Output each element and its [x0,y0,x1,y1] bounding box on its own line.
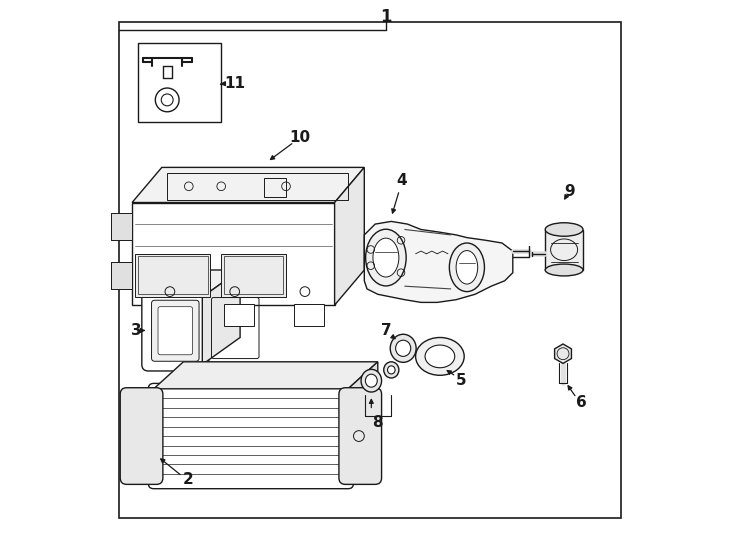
Text: 10: 10 [289,130,310,145]
Ellipse shape [425,345,455,368]
Bar [545,230,583,270]
Polygon shape [364,221,513,302]
Text: 11: 11 [224,76,245,91]
Polygon shape [203,270,240,364]
FancyBboxPatch shape [120,388,163,484]
Ellipse shape [545,222,583,237]
Ellipse shape [456,251,478,284]
Bar [111,262,132,289]
Ellipse shape [373,238,399,277]
Bar [167,173,348,200]
FancyBboxPatch shape [151,300,199,361]
Text: 1: 1 [380,8,392,26]
Text: 7: 7 [381,323,391,338]
Bar [221,254,286,297]
Bar [224,256,283,294]
Text: 2: 2 [182,472,193,487]
Polygon shape [132,202,335,305]
Ellipse shape [415,338,464,375]
Bar [264,178,286,197]
Text: 4: 4 [397,173,407,188]
Polygon shape [148,270,240,297]
Text: 6: 6 [576,395,586,410]
FancyBboxPatch shape [339,388,382,484]
Ellipse shape [449,243,484,292]
Bar [224,304,254,326]
Text: 5: 5 [457,373,467,388]
Bar [111,213,132,240]
Text: 3: 3 [131,323,141,338]
Text: 8: 8 [372,415,383,430]
FancyBboxPatch shape [158,307,192,355]
Text: 9: 9 [564,184,575,199]
Bar [153,304,184,326]
Bar [135,254,211,297]
Ellipse shape [384,362,399,378]
Ellipse shape [396,340,411,356]
Ellipse shape [366,229,406,286]
Bar [294,304,324,326]
Polygon shape [555,344,572,363]
Polygon shape [348,362,378,483]
FancyBboxPatch shape [148,383,354,489]
Ellipse shape [361,369,382,392]
Ellipse shape [545,264,583,276]
Polygon shape [335,167,364,305]
Ellipse shape [388,366,395,374]
Polygon shape [132,167,364,202]
Bar [137,256,208,294]
FancyBboxPatch shape [142,291,208,371]
Polygon shape [153,362,378,389]
Ellipse shape [390,334,416,362]
Bar [137,43,221,122]
Ellipse shape [366,374,377,387]
